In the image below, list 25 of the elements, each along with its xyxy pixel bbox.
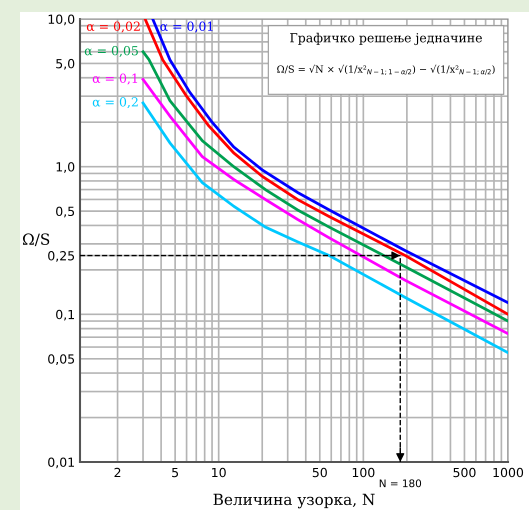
- series-label: α = 0,2: [92, 97, 138, 108]
- series-label: α = 0,02: [86, 22, 140, 32]
- y-tick-label: 10,0: [48, 14, 74, 26]
- x-tick-label: 100: [352, 468, 374, 478]
- x-tick-label: 1000: [493, 468, 524, 478]
- x-tick-label: 10: [212, 468, 226, 478]
- y-tick-label: 0,25: [48, 251, 74, 262]
- y-tick-label: 0,1: [56, 310, 74, 321]
- annotation: Графичко решење једначине: [290, 32, 482, 46]
- x-tick-label: 5: [172, 468, 178, 478]
- y-tick-label: 0,05: [48, 354, 74, 365]
- y-tick-label: 0,5: [56, 206, 74, 218]
- series-label: α = 0,01: [160, 22, 213, 32]
- y-axis-title: Ω/S: [22, 233, 50, 246]
- x-axis-title: Величина узорка, N: [214, 494, 375, 508]
- x-tick-label: 500: [453, 468, 476, 478]
- x-tick-label: 2: [114, 468, 120, 478]
- annotation: Ω/S = √N × √(1/x²$_{N−1;1−α/2}$) − √(1/x²$_{N−1;α/2}$): [277, 64, 495, 76]
- series-label: α = 0,05: [84, 46, 138, 57]
- series-label: α = 0,1: [92, 74, 138, 85]
- y-tick-label: 1,0: [56, 162, 74, 173]
- y-tick-label: 0,01: [48, 457, 74, 468]
- y-tick-label: 5,0: [56, 58, 74, 70]
- ref-line-label: N = 180: [380, 479, 422, 488]
- x-tick-label: 50: [312, 468, 327, 478]
